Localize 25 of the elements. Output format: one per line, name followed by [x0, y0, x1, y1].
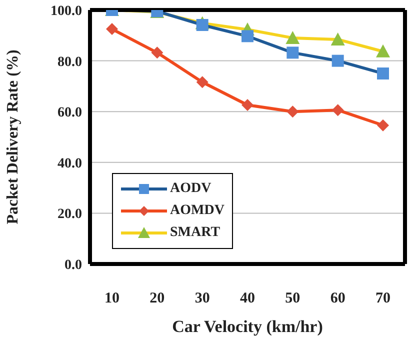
y-tick-label: 80.0: [58, 54, 82, 70]
y-tick-label: 100.0: [50, 4, 82, 19]
x-tick-label: 60: [330, 290, 346, 307]
point: [196, 76, 208, 88]
point: [286, 106, 299, 118]
y-tick-label: 0.0: [64, 258, 82, 273]
legend-label: AOMDV: [170, 203, 224, 219]
legend-label: AODV: [170, 181, 212, 197]
point: [242, 98, 254, 111]
point: [106, 23, 118, 36]
point: [151, 46, 164, 59]
x-tick-label: 50: [285, 290, 300, 307]
point: [332, 104, 344, 116]
x-axis-title: Car Velocity (km/hr): [172, 317, 323, 336]
x-tick-label: 10: [104, 290, 120, 307]
x-tick-label: 20: [150, 290, 165, 307]
point: [377, 119, 389, 132]
x-tick-label: 40: [240, 290, 255, 307]
x-tick-label: 30: [194, 290, 210, 307]
legend-label: SMART: [170, 225, 220, 241]
x-tick-label: 70: [376, 290, 390, 307]
y-tick-label: 40.0: [58, 156, 82, 172]
y-tick-label: 60.0: [58, 106, 82, 121]
y-axis-title: Packet Delivery Rate (%): [4, 50, 22, 224]
y-tick-label: 20.0: [58, 207, 82, 222]
